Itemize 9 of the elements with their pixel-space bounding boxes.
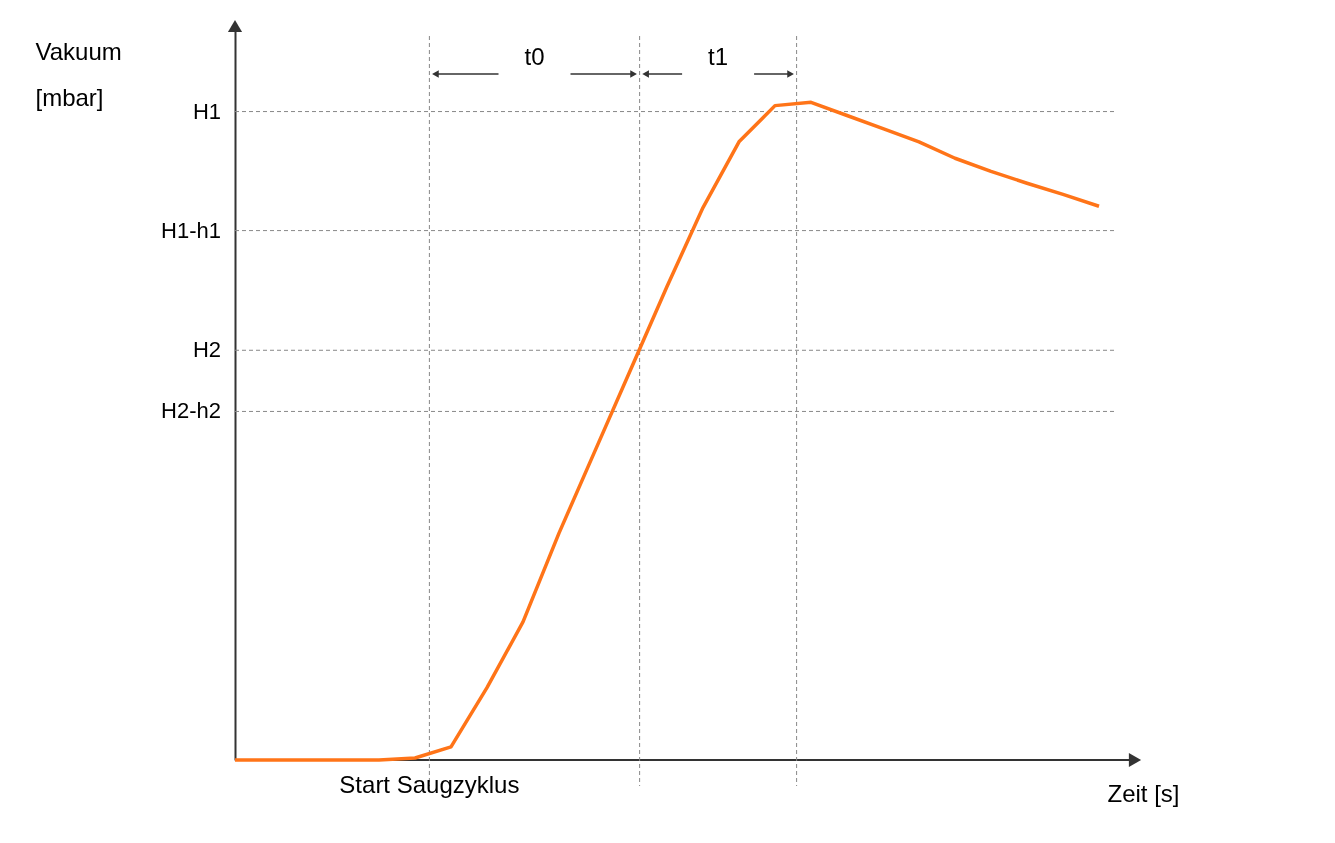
- text: Start Saugzyklus: [339, 771, 520, 798]
- text: t0: [524, 43, 545, 70]
- x-axis-title: Zeit [s]: [1107, 779, 1180, 807]
- y-axis-title: Vakuum [mbar]: [35, 37, 122, 111]
- text: t1: [708, 43, 729, 70]
- ref-line-label: H1-h1: [161, 217, 221, 243]
- ref-line-label: H2: [192, 337, 221, 363]
- ref-line-label: H2-h2: [161, 398, 221, 424]
- ref-line-label: H1: [192, 98, 221, 124]
